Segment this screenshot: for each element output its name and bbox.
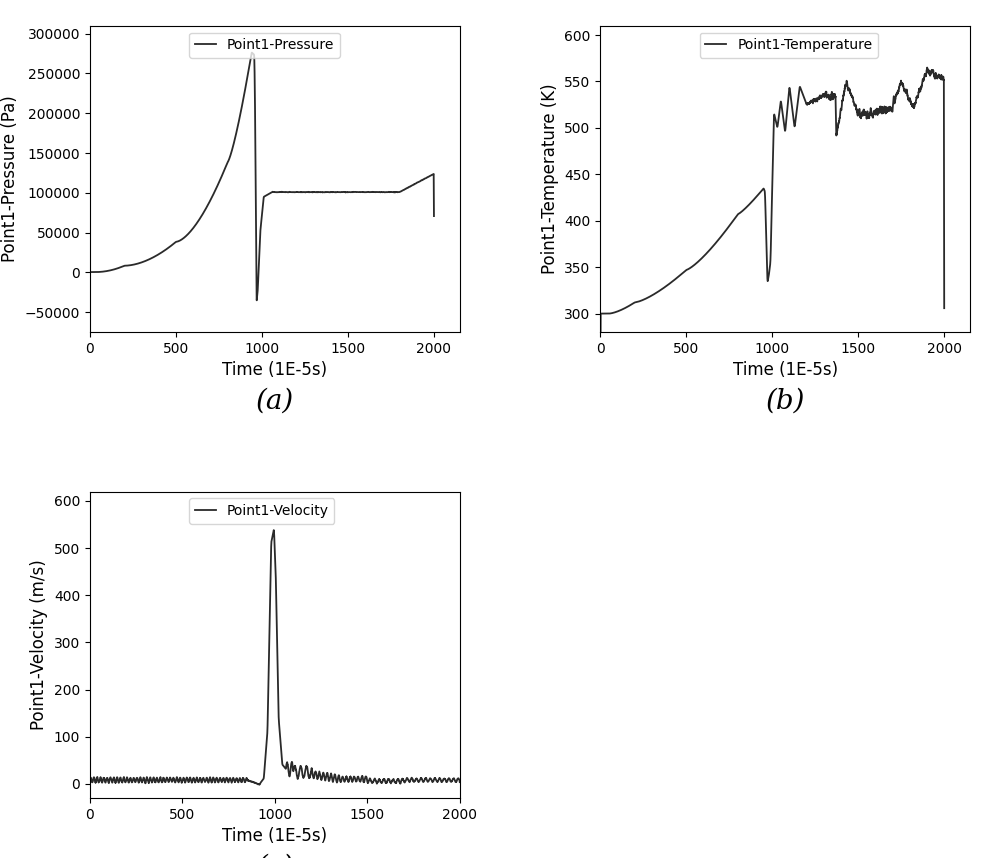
Y-axis label: Point1-Temperature (K): Point1-Temperature (K) — [541, 83, 559, 275]
Text: (a): (a) — [256, 388, 294, 414]
Legend: Point1-Pressure: Point1-Pressure — [189, 33, 340, 57]
X-axis label: Time (1E-5s): Time (1E-5s) — [733, 361, 838, 379]
Y-axis label: Point1-Velocity (m/s): Point1-Velocity (m/s) — [30, 559, 48, 730]
Y-axis label: Point1-Pressure (Pa): Point1-Pressure (Pa) — [1, 95, 19, 263]
X-axis label: Time (1E-5s): Time (1E-5s) — [222, 361, 327, 379]
Text: (c): (c) — [256, 854, 293, 858]
Legend: Point1-Velocity: Point1-Velocity — [189, 498, 334, 523]
X-axis label: Time (1E-5s): Time (1E-5s) — [222, 827, 327, 845]
Legend: Point1-Temperature: Point1-Temperature — [700, 33, 878, 57]
Text: (b): (b) — [765, 388, 805, 414]
